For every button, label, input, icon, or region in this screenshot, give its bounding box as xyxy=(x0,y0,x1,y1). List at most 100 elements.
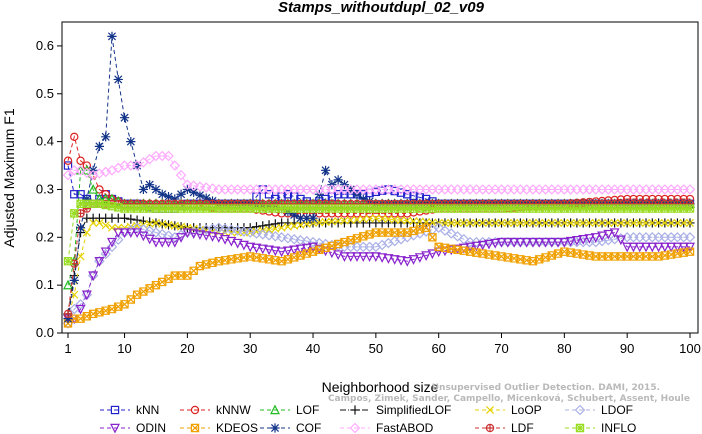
point-loop xyxy=(685,218,695,227)
point-knn xyxy=(76,190,85,199)
legend-marker-knn xyxy=(110,405,120,415)
point-loop xyxy=(528,218,537,227)
point-odin xyxy=(496,237,507,248)
point-loop xyxy=(145,219,154,228)
point-odin xyxy=(213,233,224,243)
x-tick-label: 60 xyxy=(431,341,445,356)
point-odin xyxy=(220,235,231,245)
point-odin xyxy=(571,235,582,246)
point-odin xyxy=(113,228,124,239)
y-tick-label: 0.2 xyxy=(36,229,54,244)
point-odin xyxy=(396,256,406,266)
point-odin xyxy=(678,242,689,253)
y-axis: 0.0 0.1 0.2 0.3 0.4 0.5 0.6 xyxy=(36,38,62,340)
point-loop xyxy=(290,221,299,230)
legend-marker-simplifiedlof xyxy=(350,405,360,415)
chart-title: Stamps_withoutdupl_02_v09 xyxy=(278,0,485,16)
point-loop xyxy=(491,218,500,227)
point-loop xyxy=(673,218,682,227)
plot-area xyxy=(61,21,699,334)
point-ldof xyxy=(458,233,470,245)
point-ldof xyxy=(232,225,243,236)
point-cof xyxy=(289,210,299,220)
point-loop xyxy=(648,218,657,227)
point-odin xyxy=(628,242,639,253)
point-ldf xyxy=(63,309,73,319)
point-cof xyxy=(201,193,211,203)
point-inflo xyxy=(685,204,695,213)
series-line-cof xyxy=(67,36,690,319)
point-loop xyxy=(403,216,412,225)
series-loop xyxy=(63,214,695,323)
point-loop xyxy=(660,218,669,227)
x-tick-label: 20 xyxy=(180,341,194,356)
point-odin xyxy=(245,242,256,253)
legend-label-knn: kNN xyxy=(136,403,159,417)
point-fastabod xyxy=(182,179,193,190)
point-odin xyxy=(377,253,388,263)
point-loop xyxy=(283,222,292,231)
point-odin xyxy=(295,244,306,255)
legend-label-fastabod: FastABOD xyxy=(376,421,434,434)
point-odin xyxy=(465,242,476,253)
point-loop xyxy=(396,216,406,225)
point-odin xyxy=(169,237,180,248)
legend-label-odin: ODIN xyxy=(136,421,166,434)
point-ldof xyxy=(439,225,451,236)
point-ldof xyxy=(446,228,457,239)
point-odin xyxy=(251,243,262,254)
point-ldof xyxy=(219,223,231,234)
legend-label-kdeos: KDEOS xyxy=(216,421,258,434)
point-ldof xyxy=(314,237,325,249)
point-cof xyxy=(358,194,368,204)
point-odin xyxy=(509,237,520,248)
point-loop xyxy=(158,219,167,228)
point-cof xyxy=(295,213,306,223)
legend-item-ldof: LDOF xyxy=(565,403,633,417)
point-loop xyxy=(296,220,305,229)
point-knnw xyxy=(70,132,79,142)
point-loop xyxy=(604,218,613,227)
legend-marker-loop xyxy=(485,405,495,415)
point-ldof xyxy=(251,228,262,239)
point-ldof xyxy=(282,233,294,244)
legend-item-loop: LoOP xyxy=(475,403,542,417)
point-cof xyxy=(126,137,136,147)
point-loop xyxy=(572,218,581,227)
point-knn xyxy=(70,190,79,199)
point-loop xyxy=(378,214,387,223)
point-loop xyxy=(440,218,449,227)
legend-item-inflo: INFLO xyxy=(565,421,636,434)
point-odin xyxy=(264,245,275,256)
point-cof xyxy=(308,213,318,223)
point-loop xyxy=(579,218,588,227)
point-loop xyxy=(271,224,280,233)
x-tick-label: 50 xyxy=(369,341,383,356)
series-layer xyxy=(62,31,696,329)
series-line-ldf xyxy=(67,203,690,314)
point-odin xyxy=(502,237,513,248)
point-ldof xyxy=(163,230,174,241)
point-loop xyxy=(516,218,525,227)
series-odin xyxy=(63,228,695,325)
point-odin xyxy=(163,237,174,248)
point-knnw xyxy=(76,156,85,165)
point-ldof xyxy=(150,227,162,238)
legend-marker-knnw xyxy=(190,405,200,415)
legend-marker-lof xyxy=(270,404,280,415)
point-odin xyxy=(421,251,432,262)
point-odin xyxy=(314,244,325,255)
legend-item-cof: COF xyxy=(260,421,321,434)
point-odin xyxy=(238,240,249,251)
point-ldof xyxy=(244,227,256,238)
point-loop xyxy=(384,215,393,224)
y-tick-label: 0.4 xyxy=(36,134,54,149)
y-axis-title: Adjusted Maximum F1 xyxy=(1,108,17,247)
point-cof xyxy=(94,141,105,151)
series-lof xyxy=(63,164,695,290)
point-cof xyxy=(69,275,79,285)
point-loop xyxy=(89,218,98,227)
legend-label-ldf: LDF xyxy=(511,421,534,434)
point-loop xyxy=(623,218,632,227)
